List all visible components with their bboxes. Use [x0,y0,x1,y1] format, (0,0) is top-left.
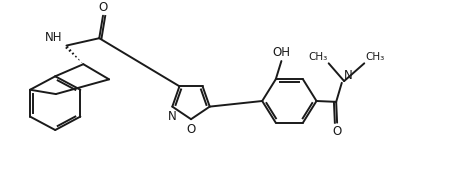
Text: N: N [168,110,176,123]
Text: CH₃: CH₃ [365,52,385,62]
Text: N: N [344,69,353,82]
Text: O: O [333,125,342,138]
Text: O: O [187,123,196,136]
Text: NH: NH [45,31,62,44]
Text: CH₃: CH₃ [308,52,327,62]
Text: OH: OH [273,46,291,59]
Text: O: O [99,1,108,14]
